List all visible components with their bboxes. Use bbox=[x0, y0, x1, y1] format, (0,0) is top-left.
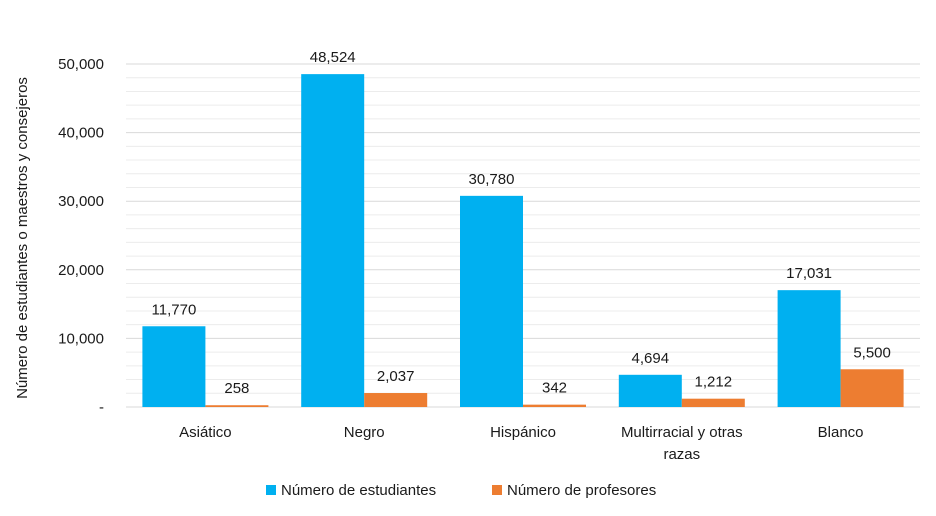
data-label-students-0: 11,770 bbox=[152, 301, 197, 318]
bar-teachers-2 bbox=[523, 404, 586, 407]
bar-students-4 bbox=[777, 290, 841, 407]
y-tick-label-3: 30,000 bbox=[58, 193, 104, 210]
bar-teachers-3 bbox=[681, 398, 745, 407]
x-category-label-3-line-1: razas bbox=[663, 446, 700, 463]
y-tick-label-1: 10,000 bbox=[58, 330, 104, 347]
bar-students-0 bbox=[142, 326, 206, 407]
data-label-teachers-4: 5,500 bbox=[853, 344, 891, 361]
legend-swatch-students bbox=[266, 485, 276, 495]
y-axis-ticks: - 10,000 20,000 30,000 40,000 50,000 bbox=[58, 56, 104, 416]
bar-students-1 bbox=[301, 74, 365, 407]
data-label-teachers-2: 342 bbox=[542, 380, 567, 397]
data-label-teachers-1: 2,037 bbox=[377, 368, 415, 385]
y-tick-label-0: - bbox=[99, 399, 104, 416]
y-tick-label-2: 20,000 bbox=[58, 262, 104, 279]
bars bbox=[142, 74, 904, 407]
bar-teachers-0 bbox=[205, 405, 269, 407]
bar-students-3 bbox=[618, 374, 682, 407]
x-category-label-4: Blanco bbox=[818, 424, 864, 441]
legend-label-teachers: Número de profesores bbox=[507, 482, 656, 499]
x-category-label-1: Negro bbox=[344, 424, 385, 441]
y-axis-title: Número de estudiantes o maestros y conse… bbox=[14, 77, 31, 399]
legend-swatch-teachers bbox=[492, 485, 502, 495]
bar-students-2 bbox=[460, 195, 523, 407]
x-category-label-3-line-0: Multirracial y otras bbox=[621, 424, 743, 441]
y-tick-label-5: 50,000 bbox=[58, 56, 104, 73]
bar-teachers-4 bbox=[840, 369, 904, 407]
legend-label-students: Número de estudiantes bbox=[281, 482, 436, 499]
x-category-label-2: Hispánico bbox=[490, 424, 556, 441]
data-label-students-3: 4,694 bbox=[632, 350, 670, 367]
y-tick-label-4: 40,000 bbox=[58, 125, 104, 142]
data-label-students-1: 48,524 bbox=[310, 49, 356, 66]
legend: Número de estudiantes Número de profesore… bbox=[266, 482, 656, 499]
data-label-teachers-3: 1,212 bbox=[695, 374, 733, 391]
data-label-teachers-0: 258 bbox=[224, 380, 249, 397]
bar-teachers-1 bbox=[364, 393, 428, 407]
data-label-students-4: 17,031 bbox=[786, 265, 832, 282]
data-label-students-2: 30,780 bbox=[469, 171, 515, 188]
x-axis-categories: Asiático Negro Hispánico Multirracial y otr… bbox=[179, 424, 863, 463]
x-category-label-0: Asiático bbox=[179, 424, 232, 441]
data-labels: 11,770 258 48,524 2,037 30,780 342 4,694 1,212 1… bbox=[152, 49, 891, 397]
